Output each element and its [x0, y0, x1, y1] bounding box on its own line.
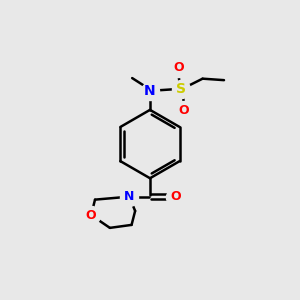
Text: N: N [144, 84, 156, 98]
Text: S: S [176, 82, 186, 96]
Text: O: O [179, 104, 190, 117]
Text: N: N [124, 190, 134, 203]
Text: O: O [170, 190, 181, 203]
Text: O: O [86, 208, 97, 222]
Text: O: O [173, 61, 184, 74]
